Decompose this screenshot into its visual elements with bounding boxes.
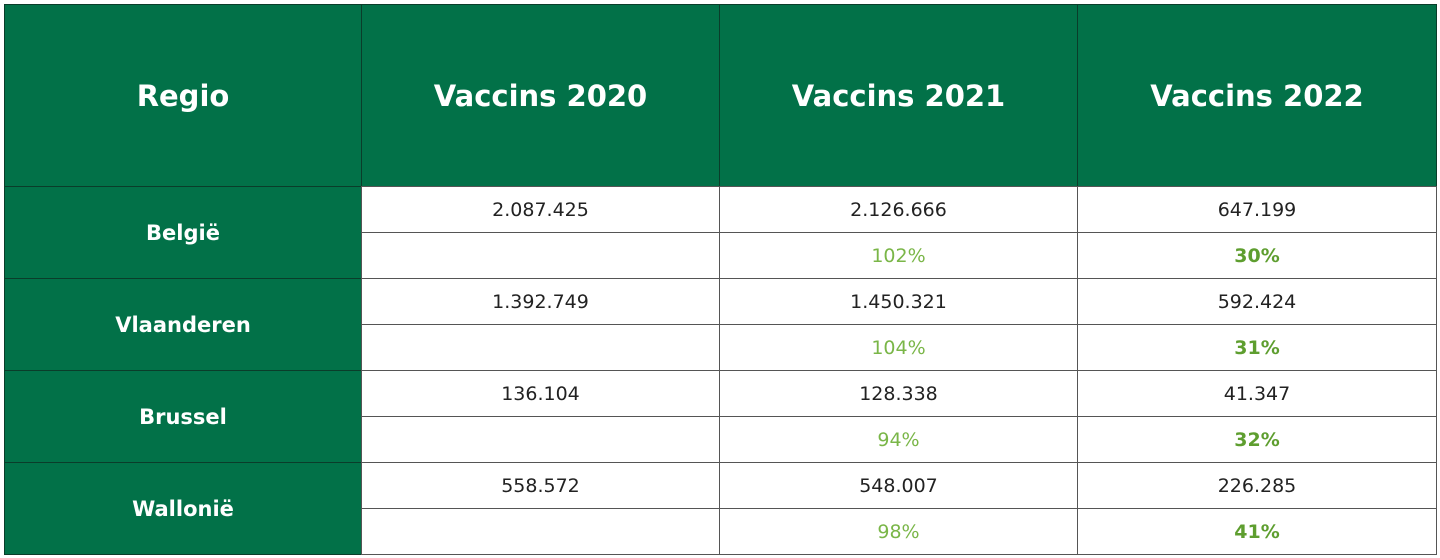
region-cell: Wallonië: [4, 462, 362, 555]
empty-cell: [361, 508, 720, 555]
count-cell: 226.285: [1077, 462, 1437, 509]
share-cell: 102%: [719, 232, 1078, 279]
count-cell: 136.104: [361, 370, 720, 417]
count-cell: 41.347: [1077, 370, 1437, 417]
share-cell: 31%: [1077, 324, 1437, 371]
share-cell: 32%: [1077, 416, 1437, 463]
count-cell: 128.338: [719, 370, 1078, 417]
empty-cell: [361, 324, 720, 371]
region-cell: Brussel: [4, 370, 362, 463]
header-cell: Regio: [4, 4, 362, 187]
count-cell: 2.087.425: [361, 186, 720, 233]
count-cell: 592.424: [1077, 278, 1437, 325]
header-cell: Vaccins 2020: [361, 4, 720, 187]
share-cell: 94%: [719, 416, 1078, 463]
count-cell: 558.572: [361, 462, 720, 509]
count-cell: 2.126.666: [719, 186, 1078, 233]
count-cell: 647.199: [1077, 186, 1437, 233]
share-cell: 104%: [719, 324, 1078, 371]
region-cell: Vlaanderen: [4, 278, 362, 371]
header-cell: Vaccins 2022: [1077, 4, 1437, 187]
empty-cell: [361, 416, 720, 463]
region-cell: België: [4, 186, 362, 279]
count-cell: 548.007: [719, 462, 1078, 509]
count-cell: 1.450.321: [719, 278, 1078, 325]
share-cell: 30%: [1077, 232, 1437, 279]
empty-cell: [361, 232, 720, 279]
count-cell: 1.392.749: [361, 278, 720, 325]
header-cell: Vaccins 2021: [719, 4, 1078, 187]
share-cell: 98%: [719, 508, 1078, 555]
share-cell: 41%: [1077, 508, 1437, 555]
